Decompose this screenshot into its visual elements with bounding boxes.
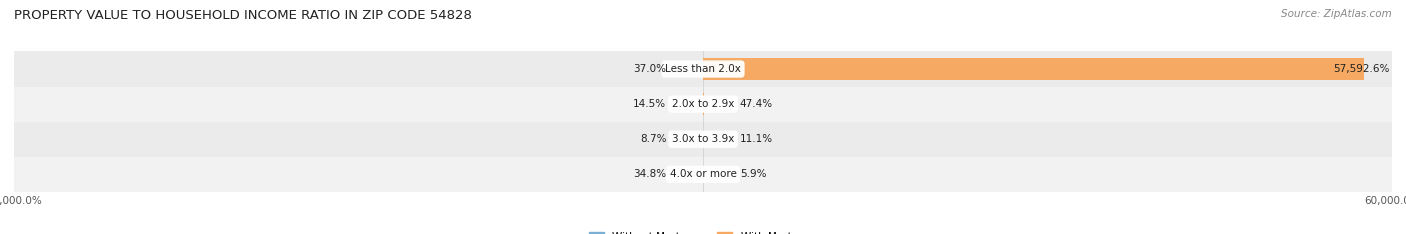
Text: 37.0%: 37.0%: [633, 64, 666, 74]
Bar: [14, 122, 1392, 157]
Bar: [14, 157, 1392, 192]
Text: 34.8%: 34.8%: [633, 169, 666, 179]
Text: Less than 2.0x: Less than 2.0x: [665, 64, 741, 74]
Legend: Without Mortgage, With Mortgage: Without Mortgage, With Mortgage: [585, 228, 821, 234]
Text: 14.5%: 14.5%: [633, 99, 666, 109]
Text: 4.0x or more: 4.0x or more: [669, 169, 737, 179]
Text: 57,592.6%: 57,592.6%: [1333, 64, 1389, 74]
Text: 8.7%: 8.7%: [640, 134, 666, 144]
Bar: [14, 51, 1392, 87]
Text: Source: ZipAtlas.com: Source: ZipAtlas.com: [1281, 9, 1392, 19]
Text: 11.1%: 11.1%: [740, 134, 773, 144]
Text: 3.0x to 3.9x: 3.0x to 3.9x: [672, 134, 734, 144]
Bar: [703, 58, 1364, 80]
Text: 2.0x to 2.9x: 2.0x to 2.9x: [672, 99, 734, 109]
Text: 5.9%: 5.9%: [740, 169, 766, 179]
Text: PROPERTY VALUE TO HOUSEHOLD INCOME RATIO IN ZIP CODE 54828: PROPERTY VALUE TO HOUSEHOLD INCOME RATIO…: [14, 9, 472, 22]
Text: 47.4%: 47.4%: [740, 99, 773, 109]
Bar: [14, 87, 1392, 122]
